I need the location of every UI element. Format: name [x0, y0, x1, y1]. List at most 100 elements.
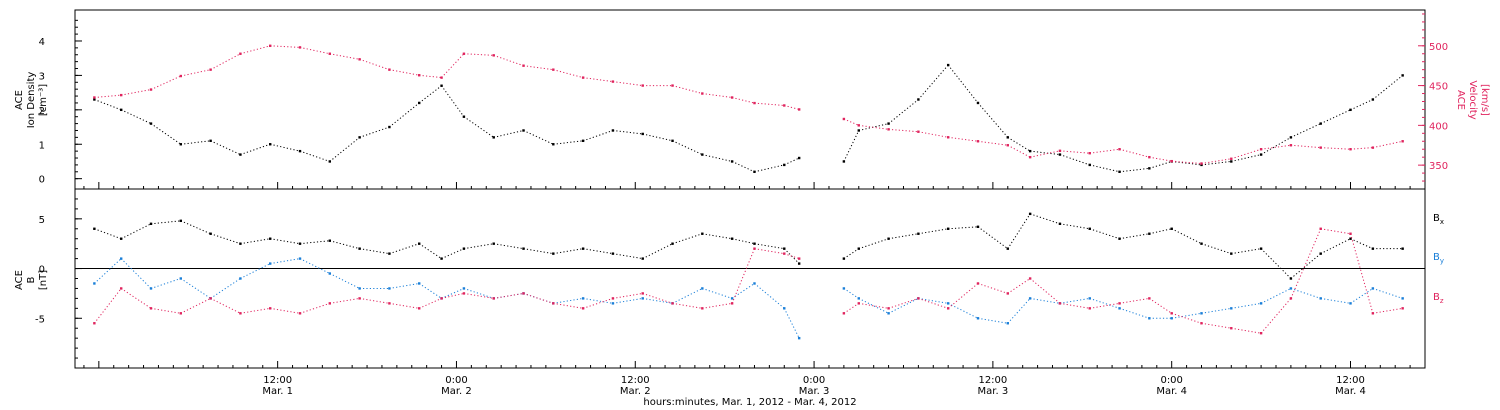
bottom-data-point [179, 312, 182, 315]
top-series-segment [1372, 75, 1403, 100]
bottom-series-segment [441, 287, 465, 299]
x-tick-date-label: Mar. 3 [799, 386, 830, 397]
bottom-series-segment [977, 226, 1009, 250]
bottom-series-segment [888, 297, 919, 309]
bottom-series-segment [418, 243, 442, 260]
bottom-series-segment [858, 302, 889, 309]
top-right-tick-label: 450 [1429, 82, 1448, 93]
bottom-series-segment [583, 248, 613, 255]
top-series-segment [1350, 99, 1374, 111]
bottom-data-point [753, 247, 756, 250]
bottom-series-segment [1007, 213, 1031, 249]
bottom-series-segment [754, 248, 785, 255]
bottom-series-segment [783, 308, 800, 339]
bottom-series-segment [553, 297, 584, 304]
bottom-data-point [552, 302, 555, 305]
top-series-segment [672, 85, 703, 95]
bottom-series-segment [523, 292, 554, 304]
top-left-ylabel-line1: ACE [14, 90, 25, 110]
top-data-point [179, 143, 182, 146]
bottom-series-segment [1059, 223, 1090, 230]
top-series-segment [270, 45, 301, 48]
top-data-point [1148, 155, 1151, 159]
top-series-segment [754, 102, 785, 106]
bottom-series-segment [493, 292, 524, 299]
bottom-data-point [1289, 297, 1293, 300]
bottom-data-point [797, 262, 801, 265]
bottom-series-segment [1089, 297, 1120, 309]
bottom-series-segment [1231, 302, 1262, 309]
bottom-series-segment [329, 240, 360, 250]
top-series-segment [843, 130, 860, 162]
top-data-point [440, 84, 443, 87]
top-series-segment [94, 99, 122, 111]
top-series-segment [329, 53, 360, 60]
bottom-series-segment [1029, 278, 1061, 304]
bottom-data-point [671, 302, 674, 305]
top-series-segment [784, 157, 800, 166]
top-series-segment [1171, 160, 1202, 165]
bottom-series-segment [672, 287, 703, 304]
bottom-series-segment [553, 248, 584, 255]
x-tick-date-label: Mar. 2 [620, 386, 651, 397]
bottom-series-segment [977, 282, 1008, 294]
top-series-segment [553, 69, 584, 79]
top-data-point [1401, 140, 1404, 143]
top-data-point [119, 108, 123, 112]
bottom-series-segment [612, 292, 643, 299]
bottom-data-point [179, 277, 182, 280]
bottom-data-point [783, 307, 786, 310]
bottom-series-segment [240, 238, 271, 245]
top-data-point [1319, 122, 1322, 125]
x-tick-date-label: Mar. 2 [441, 386, 472, 397]
top-series-segment [672, 140, 703, 156]
bottom-series-segment [888, 297, 919, 314]
top-left-ylabel-line2: Ion Density [26, 72, 37, 129]
bottom-series-segment [1007, 298, 1031, 324]
top-series-segment [120, 109, 152, 125]
bottom-data-point [581, 247, 585, 250]
bottom-series-segment [583, 297, 613, 304]
top-series-segment [918, 131, 949, 138]
top-series-segment [1089, 148, 1120, 154]
top-series-segment [977, 102, 1009, 138]
top-series-segment [1350, 147, 1373, 150]
bottom-series-segment [1201, 307, 1232, 314]
bottom-series-segment [1320, 238, 1351, 255]
bottom-left-tick-label: 5 [39, 215, 45, 226]
bottom-series-segment [612, 253, 643, 260]
top-series-segment [917, 64, 949, 100]
top-series-segment [642, 133, 673, 142]
top-left-tick-label: 4 [39, 37, 45, 48]
bottom-data-point [149, 307, 153, 310]
top-series-segment [702, 154, 733, 162]
bottom-series-segment [731, 248, 755, 304]
bottom-data-point [1349, 237, 1352, 240]
legend-subscript: z [1440, 297, 1444, 305]
bottom-data-point [268, 237, 272, 240]
bottom-series-segment [1201, 243, 1232, 255]
bottom-series-segment [120, 288, 152, 309]
top-series-segment [1149, 160, 1172, 169]
bottom-series-segment [1350, 233, 1374, 314]
bottom-data-point [179, 219, 182, 223]
top-series-s1 [93, 44, 1404, 165]
bottom-series-segment [947, 283, 979, 309]
bottom-series-segment [150, 307, 181, 314]
top-data-point [1401, 74, 1404, 77]
bottom-series-segment [299, 258, 331, 274]
bottom-series-segment [731, 283, 755, 299]
top-series-segment [1059, 154, 1090, 166]
bottom-panel-frame [74, 188, 1426, 369]
top-data-point [1118, 148, 1121, 151]
top-data-point [1148, 167, 1151, 170]
axis-labels: ACE Ion Density [cm⁻³] ACE Velocity [km/… [14, 72, 1490, 408]
bottom-series-segment [582, 297, 614, 309]
bottom-series-segment [1119, 233, 1150, 240]
top-series-segment [583, 77, 613, 83]
top-series-segment [240, 143, 271, 156]
top-series-segment [1119, 167, 1150, 173]
bottom-series-segment [1260, 248, 1292, 279]
top-series-s0 [93, 63, 1404, 173]
